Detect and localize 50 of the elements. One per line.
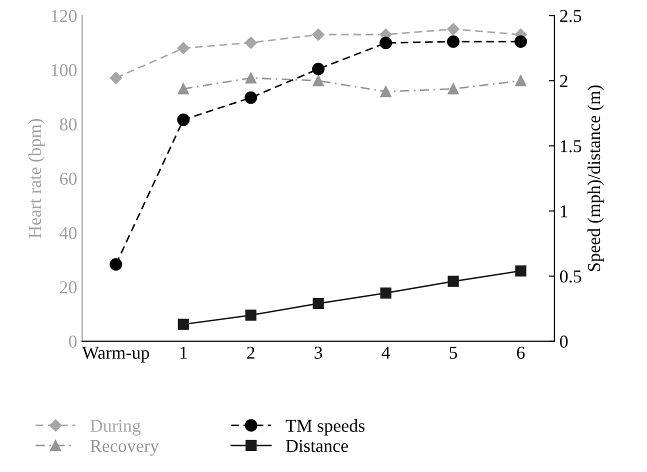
point: [244, 91, 258, 104]
y-axis-title: Heart rate (bpm): [28, 119, 45, 238]
point: [110, 72, 122, 84]
legend-label: Recovery: [90, 440, 159, 456]
point: [177, 42, 190, 54]
point: [515, 75, 526, 86]
y2-tick-label: 0.5: [560, 270, 582, 283]
y2-tick-label: 1: [560, 205, 568, 218]
y2-axis-title: Speed (mph)/distance (m): [587, 85, 604, 271]
point: [244, 36, 257, 49]
point: [312, 75, 324, 86]
point: [380, 86, 392, 98]
point: [447, 23, 460, 36]
point: [178, 318, 189, 330]
point: [448, 276, 459, 287]
y-tick-label: 100: [52, 64, 77, 76]
x-tick-label: 5: [450, 346, 458, 359]
x-tick-label: 4: [382, 346, 390, 359]
point: [448, 83, 459, 94]
point: [514, 35, 527, 48]
y-tick-label: 60: [60, 172, 77, 185]
x-tick-label: 3: [314, 346, 322, 359]
y2-tick-label: 2: [560, 75, 568, 87]
legend-label: TM speeds: [286, 419, 364, 436]
y-tick-label: 20: [60, 281, 77, 294]
x-tick-label: 2: [247, 346, 254, 359]
x-tick-label: Warm-up: [82, 346, 150, 362]
point: [515, 265, 526, 276]
y-tick-label: 80: [60, 118, 77, 131]
y2-tick-label: 1.5: [560, 140, 582, 152]
y2-tick-label: 2.5: [560, 10, 582, 22]
y-tick-label: 40: [60, 226, 77, 240]
y-tick-label: 0: [68, 336, 77, 348]
point: [380, 288, 392, 299]
y-tick-label: 120: [52, 10, 77, 22]
point: [110, 258, 122, 271]
y2-tick-label: 0: [560, 336, 568, 348]
point: [312, 298, 324, 310]
x-tick-label: 6: [517, 346, 525, 359]
x-tick-label: 1: [180, 346, 187, 359]
point: [177, 114, 190, 126]
point: [312, 62, 325, 76]
legend-label: During: [90, 420, 141, 436]
legend-label: Distance: [286, 440, 348, 452]
point: [312, 28, 324, 41]
point: [447, 35, 460, 48]
point: [380, 36, 392, 50]
point: [245, 72, 256, 84]
point: [245, 310, 256, 321]
point: [178, 83, 189, 94]
